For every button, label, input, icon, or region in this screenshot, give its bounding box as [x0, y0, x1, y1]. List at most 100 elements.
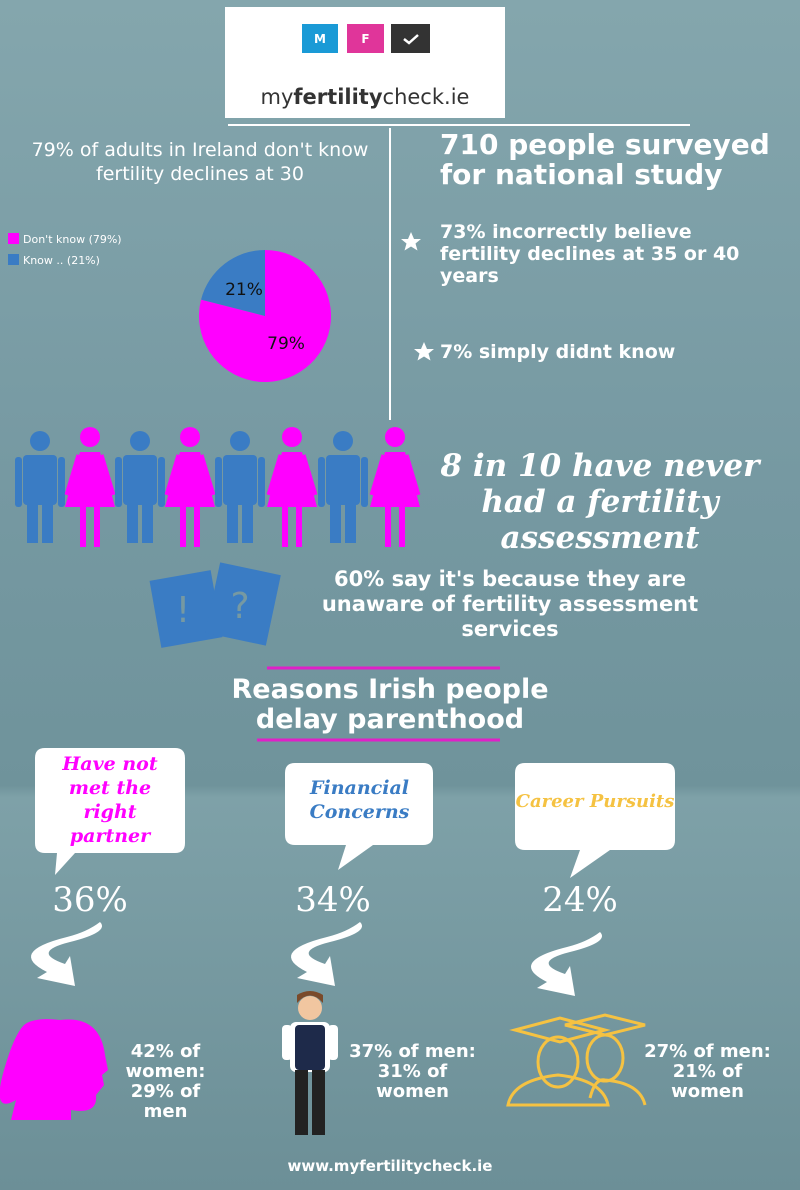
arm [328, 1025, 338, 1060]
man-body [23, 455, 57, 505]
woman-arm [369, 454, 421, 496]
reason-percent: 24% [542, 880, 618, 920]
man-head [333, 431, 353, 451]
man-arm [361, 457, 368, 507]
vest [295, 1025, 325, 1070]
card [205, 562, 281, 646]
cap [509, 1016, 611, 1044]
leg [295, 1070, 308, 1135]
legend-label: Don't know (79%) [23, 233, 122, 246]
badge-check [391, 24, 430, 53]
arrow [531, 932, 602, 996]
check-icon [403, 34, 419, 45]
man-arm [115, 457, 122, 507]
footer: www.myfertilitycheck.ie [287, 1157, 493, 1175]
man-leg [227, 503, 238, 543]
woman-head [180, 427, 200, 447]
man-arm [258, 457, 265, 507]
logo-part: check [383, 85, 445, 109]
shoulders [506, 1073, 610, 1107]
badge-f [347, 24, 384, 53]
assessment-reason: 60% say it's because they are unaware of… [321, 567, 699, 641]
reasons-title: Reasons Irish people delay parenthood [231, 674, 549, 735]
logo-part: my [261, 85, 294, 109]
legend-swatch [8, 254, 19, 265]
woman-arm [266, 454, 318, 496]
man-arm [58, 457, 65, 507]
man-body [326, 455, 360, 505]
woman-leg [194, 505, 200, 547]
woman-head [282, 427, 302, 447]
man-arm [318, 457, 325, 507]
man-arm [15, 457, 22, 507]
survey-point: 73% incorrectly believe fertility declin… [440, 221, 740, 287]
man-arm [158, 457, 165, 507]
speech-bubble [285, 763, 433, 870]
assessment-headline: 8 in 10 have never had a fertility asses… [440, 448, 760, 556]
man-body [223, 455, 257, 505]
man-leg [127, 503, 138, 543]
man-body [123, 455, 157, 505]
legend-label: Know .. (21%) [23, 254, 100, 267]
badge-label: F [361, 32, 369, 46]
arrows [31, 922, 602, 996]
man-leg [42, 503, 53, 543]
arrow [291, 922, 362, 986]
question-cards: ! ? [149, 562, 281, 648]
arm [282, 1025, 292, 1060]
reason-label: Career Pursuits [515, 791, 675, 812]
hair [297, 991, 323, 1003]
man-leg [345, 503, 356, 543]
face [536, 1035, 580, 1089]
badge-m [302, 24, 338, 53]
pie-value-label: 79% [267, 334, 305, 354]
man-leg [27, 503, 38, 543]
man-icon [282, 991, 338, 1135]
reason-label: Financial Concerns [309, 777, 410, 823]
reason-percent: 34% [295, 880, 371, 920]
woman-leg [385, 505, 391, 547]
icon-mark: ! [176, 590, 190, 631]
head [298, 996, 322, 1020]
woman-arm [64, 454, 116, 496]
star [401, 232, 421, 251]
logo-text: myfertilitycheck.ie [261, 85, 470, 109]
man-leg [242, 503, 253, 543]
woman-head [385, 427, 405, 447]
man-leg [142, 503, 153, 543]
man-arm [215, 457, 222, 507]
arrow [31, 922, 102, 986]
cap [564, 1013, 646, 1037]
woman-leg [296, 505, 302, 547]
reason-label: Have not met the right partner [62, 753, 158, 847]
woman-leg [180, 505, 186, 547]
star [414, 342, 434, 361]
man-head [30, 431, 50, 451]
pie-slice [201, 250, 265, 316]
woman-leg [94, 505, 100, 547]
face [585, 1033, 625, 1083]
woman-head-icon [0, 1019, 108, 1120]
speech-bubble [35, 748, 185, 875]
icon-mark: ? [230, 586, 249, 627]
badge-label: M [314, 32, 326, 46]
logo-part: .ie [444, 85, 469, 109]
woman-leg [399, 505, 405, 547]
shoulders [588, 1078, 647, 1106]
pie-value-label: 21% [225, 280, 263, 300]
legend-swatch [8, 233, 19, 244]
leg [312, 1070, 325, 1135]
woman-leg [80, 505, 86, 547]
reason-percent: 36% [52, 880, 128, 920]
man-head [130, 431, 150, 451]
card [149, 570, 223, 648]
logo-part: fertility [293, 85, 382, 109]
reason-detail: 37% of men: 31% of women [349, 1041, 476, 1102]
woman-arm [164, 454, 216, 496]
survey-point: 7% simply didnt know [440, 341, 676, 363]
man-leg [330, 503, 341, 543]
man-head [230, 431, 250, 451]
reason-detail: 42% of women: 29% of men [125, 1041, 206, 1122]
reason-detail: 27% of men: 21% of women [644, 1041, 771, 1102]
